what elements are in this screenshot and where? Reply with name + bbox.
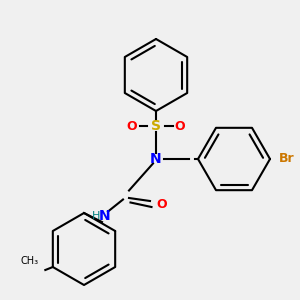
Text: O: O <box>156 197 166 211</box>
Text: N: N <box>99 209 111 223</box>
Text: O: O <box>127 119 137 133</box>
Text: S: S <box>151 119 161 133</box>
Text: N: N <box>150 152 162 166</box>
Text: H: H <box>92 211 100 221</box>
Text: CH₃: CH₃ <box>21 256 39 266</box>
Text: O: O <box>175 119 185 133</box>
Text: Br: Br <box>279 152 295 166</box>
